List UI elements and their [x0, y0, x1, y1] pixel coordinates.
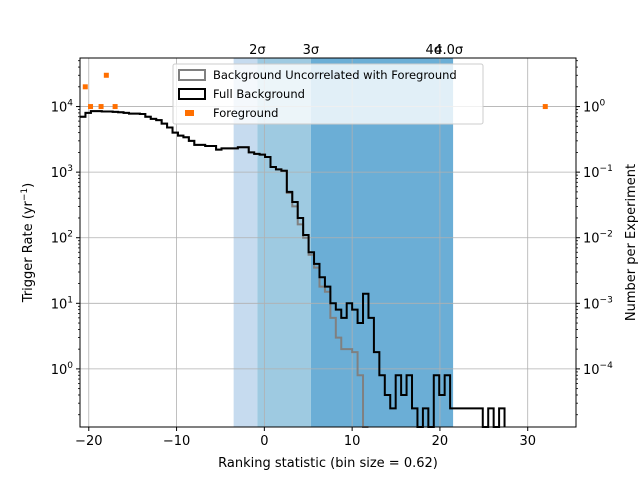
- x-tick-label-5: 30: [519, 434, 536, 449]
- legend-swatch-uncorrelated: [178, 69, 206, 81]
- foreground-point-4: [112, 104, 118, 110]
- foreground-point-2: [98, 104, 104, 110]
- x-tick-label-2: 0: [260, 434, 268, 449]
- y-left-tick-label-4: 104: [51, 99, 74, 116]
- legend-label-uncorrelated: Background Uncorrelated with Foreground: [213, 68, 457, 82]
- series-line-1: [80, 110, 506, 428]
- y-left-tick-label-0: 100: [51, 361, 74, 378]
- y-axis-left-label: Trigger Rate (yr−1): [20, 183, 36, 303]
- y-right-tick-label-0: 10−4: [583, 361, 613, 378]
- legend: Background Uncorrelated with Foreground …: [172, 63, 484, 125]
- foreground-point-3: [103, 72, 109, 78]
- y-right-tick-label-2: 10−2: [583, 230, 613, 247]
- foreground-point-1: [88, 104, 94, 110]
- y-axis-left-label-main: Trigger Rate (yr: [21, 201, 36, 304]
- y-right-tick-label-3: 10−1: [583, 164, 613, 181]
- x-tick-label-3: 10: [344, 434, 361, 449]
- sigma-label-1: 3σ: [303, 43, 320, 58]
- legend-swatch-foreground: [185, 110, 194, 116]
- plot-frame: [79, 57, 577, 428]
- y-left-tick-label-2: 102: [51, 230, 73, 247]
- x-tick-label-1: −10: [163, 434, 190, 449]
- y-left-tick-label-1: 101: [51, 295, 73, 312]
- sigma-label-2: 4σ: [426, 43, 443, 58]
- y-right-tick-label-1: 10−3: [583, 295, 613, 312]
- y-axis-left-label-end: ): [21, 183, 36, 188]
- sigma-labels: 2σ 3σ 4σ4.0σ: [249, 43, 463, 58]
- legend-label-foreground: Foreground: [213, 106, 278, 120]
- y-right-tick-label-4: 100: [583, 99, 606, 116]
- series-layer: [80, 72, 548, 428]
- sigma-label-0: 2σ: [249, 43, 266, 58]
- legend-box: [172, 63, 484, 125]
- y-axis-right-label: Number per Experiment: [624, 164, 639, 321]
- legend-label-full-background: Full Background: [213, 87, 305, 101]
- y-left-tick-label-3: 103: [51, 164, 73, 181]
- foreground-point-5: [542, 104, 548, 110]
- sigma-band-0: [233, 58, 258, 427]
- axes: −20 −10 0 10 20 30 100 101 102 103 104 10−4 10−3 10−2…: [51, 60, 613, 449]
- foreground-point-0: [82, 84, 88, 90]
- y-axis-left-label-sup: −1: [20, 188, 30, 201]
- x-axis-label: Ranking statistic (bin size = 0.62): [218, 456, 438, 471]
- x-tick-label-4: 20: [432, 434, 449, 449]
- x-tick-label-0: −20: [75, 434, 102, 449]
- sigma-label-3: 4.0σ: [434, 43, 463, 58]
- legend-swatch-full-background: [178, 88, 206, 100]
